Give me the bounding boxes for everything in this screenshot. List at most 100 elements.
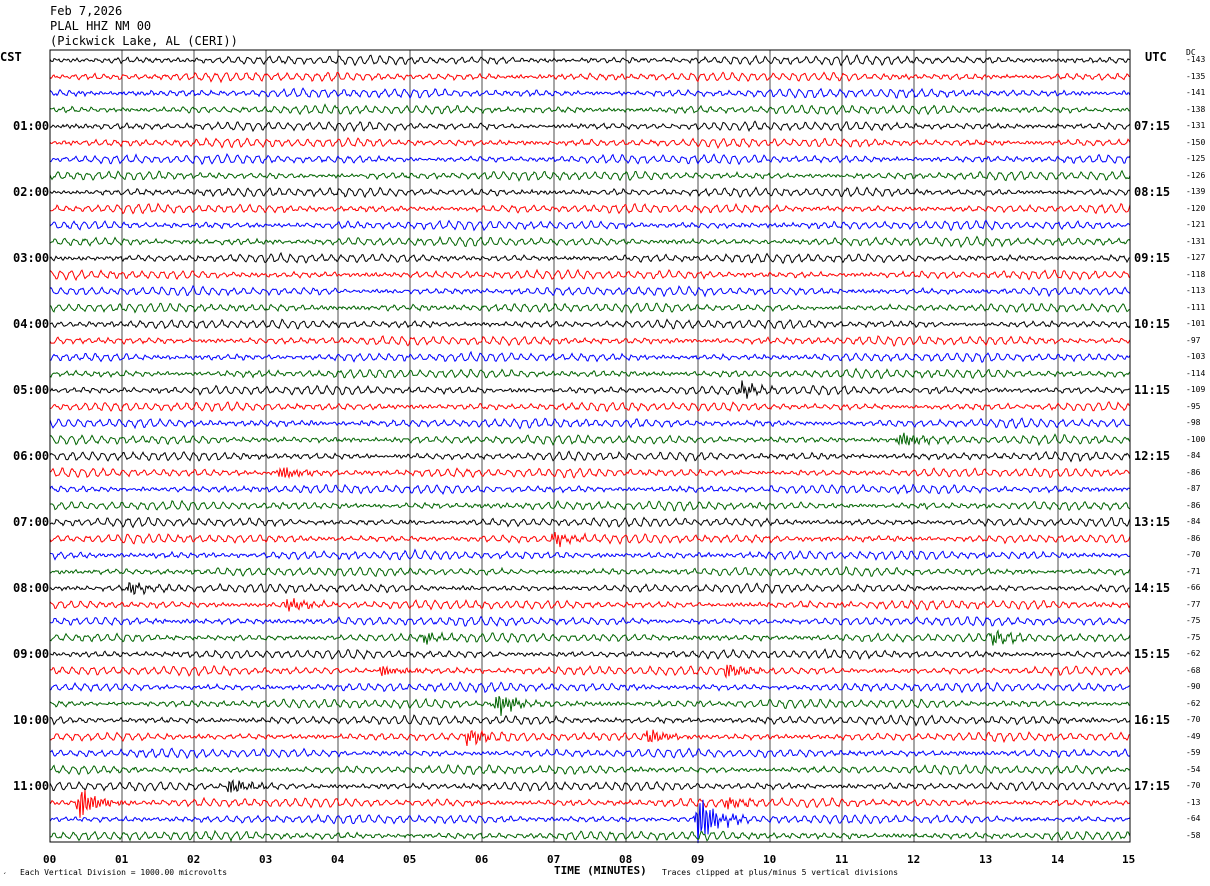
dc-offset-label: -13 [1186,797,1201,807]
seismic-trace [49,582,1131,596]
seismic-trace [49,565,1131,578]
dc-offset-label: -135 [1186,71,1206,81]
dc-offset-label: -113 [1186,286,1206,296]
dc-offset-label: -59 [1186,748,1201,758]
x-tick-label: 14 [1051,853,1065,866]
dc-offset-label: -97 [1186,335,1201,345]
cst-time-label: 10:00 [13,713,50,728]
cst-time-label: 09:00 [13,647,50,662]
utc-time-label: 09:15 [1134,251,1171,266]
x-axis-label: TIME (MINUTES) [554,864,647,877]
header-station: PLAL HHZ NM 00 [50,19,152,33]
utc-time-label: 11:15 [1134,383,1171,398]
utc-time-label: 17:15 [1134,779,1171,794]
dc-offset-label: -100 [1186,434,1206,444]
x-tick-label: 10 [763,853,777,866]
seismic-trace [49,251,1131,265]
seismic-trace [49,729,1131,746]
seismic-trace [49,747,1131,760]
dc-label: DC [1186,48,1196,57]
dc-offset-label: -70 [1186,550,1201,560]
utc-time-label: 14:15 [1134,581,1171,596]
dc-offset-label: -150 [1186,137,1206,147]
dc-offset-label: -131 [1186,121,1206,131]
dc-offset-label: -87 [1186,484,1201,494]
dc-offset-label: -64 [1186,814,1201,824]
clip-note: Traces clipped at plus/minus 5 vertical … [662,868,899,877]
dc-offset-label: -118 [1186,269,1206,279]
seismic-trace [49,516,1131,529]
dc-offset-label: -84 [1186,517,1201,527]
right-axis-label: UTC [1145,50,1167,64]
dc-offset-label: -90 [1186,682,1201,692]
seismic-trace [49,235,1131,249]
seismic-trace [49,350,1131,363]
seismic-trace [49,450,1131,463]
left-axis-label: CST [0,50,22,64]
dc-offset-label: -75 [1186,616,1201,626]
utc-time-label: 10:15 [1134,317,1171,332]
seismic-trace [49,186,1131,199]
dc-offset-label: -143 [1186,55,1206,65]
dc-offset-label: -111 [1186,302,1206,312]
header-location: (Pickwick Lake, AL (CERI)) [50,34,238,48]
seismic-trace [49,598,1131,612]
dc-offset-label: -103 [1186,352,1206,362]
dc-offset-label: -121 [1186,220,1206,230]
dc-offset-label: -109 [1186,385,1206,395]
seismic-trace [49,432,1131,447]
seismic-trace [49,696,1131,716]
seismic-trace [49,714,1131,727]
seismic-trace [49,829,1131,843]
dc-offset-label: -138 [1186,104,1206,114]
cst-time-label: 01:00 [13,119,50,134]
cst-time-label: 07:00 [13,515,50,530]
seismic-trace [49,417,1130,430]
seismic-trace [49,219,1131,232]
seismic-trace [49,789,1131,818]
seismic-trace [49,763,1131,776]
seismic-trace [49,648,1131,661]
x-tick-label: 05 [403,853,417,866]
utc-time-label: 12:15 [1134,449,1171,464]
x-tick-label: 15 [1122,853,1136,866]
seismic-trace [49,367,1131,380]
seismic-trace [49,779,1131,793]
dc-offset-label: -86 [1186,533,1201,543]
dc-offset-label: -86 [1186,467,1201,477]
seismic-trace [49,335,1131,347]
dc-offset-label: -84 [1186,451,1201,461]
seismic-trace [49,548,1131,561]
dc-offset-label: -86 [1186,500,1201,510]
dc-offset-label: -49 [1186,731,1201,741]
x-tick-label: 00 [43,853,57,866]
seismic-trace [49,268,1131,282]
x-tick-label: 07 [547,853,561,866]
utc-time-label: 08:15 [1134,185,1171,200]
x-tick-label: 08 [619,853,633,866]
corner-mark: ´ [2,872,7,881]
seismic-trace [49,532,1131,548]
plot-grid [121,50,1059,842]
seismic-trace [49,71,1131,84]
dc-offset-label: -101 [1186,319,1206,329]
seismic-traces [49,54,1131,844]
seismic-trace [49,136,1131,150]
dc-offset-label: -131 [1186,236,1206,246]
plot-frame [49,49,1131,843]
dc-offset-label: -120 [1186,203,1206,213]
dc-offset-label: -70 [1186,781,1201,791]
seismic-trace [49,380,1131,399]
seismic-trace [49,467,1130,480]
header-date: Feb 7,2026 [50,4,123,18]
seismic-trace [49,483,1131,496]
seismic-trace [49,615,1131,627]
seismic-trace [49,629,1131,646]
dc-offset-label: -70 [1186,715,1201,725]
dc-offset-label: -58 [1186,830,1201,840]
utc-time-label: 13:15 [1134,515,1171,530]
cst-time-label: 06:00 [13,449,50,464]
seismic-trace [49,103,1131,116]
dc-offset-label: -98 [1186,418,1201,428]
